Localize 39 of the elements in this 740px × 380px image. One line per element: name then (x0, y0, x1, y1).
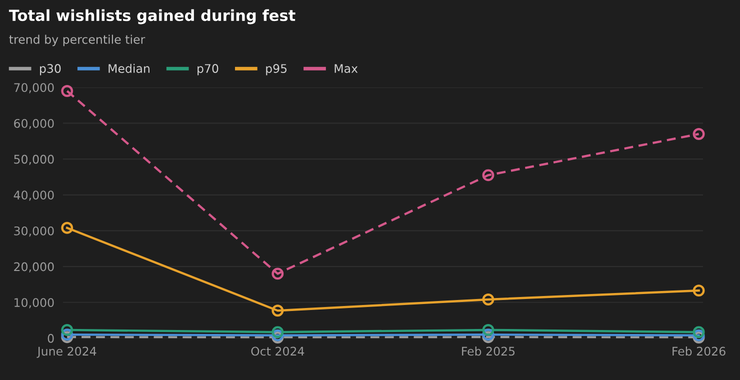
x-tick-label: Feb 2026 (672, 346, 726, 356)
legend-label: Median (108, 64, 150, 73)
point (482, 324, 494, 336)
point (272, 304, 284, 317)
point (272, 268, 284, 280)
point (692, 332, 705, 344)
point (272, 332, 284, 344)
point (272, 326, 284, 338)
y-tick-label: 60,000 (14, 118, 54, 130)
y-tick-label: 40,000 (14, 190, 54, 201)
x-tick-label: June 2024 (36, 346, 96, 358)
legend-label: Max (334, 64, 358, 73)
point (482, 294, 494, 306)
point (692, 284, 705, 297)
point (692, 128, 705, 140)
x-tick-label: Oct 2024 (251, 346, 304, 356)
y-tick-label: 70,000 (14, 83, 54, 94)
point (61, 328, 74, 341)
chart-subtitle: trend by percentile tier (9, 34, 146, 46)
point (61, 331, 74, 344)
point (482, 328, 494, 341)
y-tick-label: 20,000 (14, 262, 54, 272)
y-tick-label: 10,000 (14, 298, 54, 308)
x-tick-label: Feb 2025 (462, 346, 515, 356)
point (692, 329, 705, 342)
y-tick-label: 0 (48, 334, 54, 343)
point (272, 329, 284, 342)
point (692, 326, 705, 338)
legend-label: p70 (198, 64, 218, 76)
point (482, 169, 494, 182)
point (61, 85, 74, 97)
legend-label: p95 (266, 64, 287, 76)
legend-label: p30 (40, 64, 61, 76)
point (61, 324, 74, 336)
y-tick-label: 30,000 (14, 226, 54, 237)
y-tick-label: 50,000 (14, 154, 54, 165)
point (61, 222, 74, 234)
point (482, 331, 494, 344)
chart-title: Total wishlists gained during fest (8, 9, 296, 24)
